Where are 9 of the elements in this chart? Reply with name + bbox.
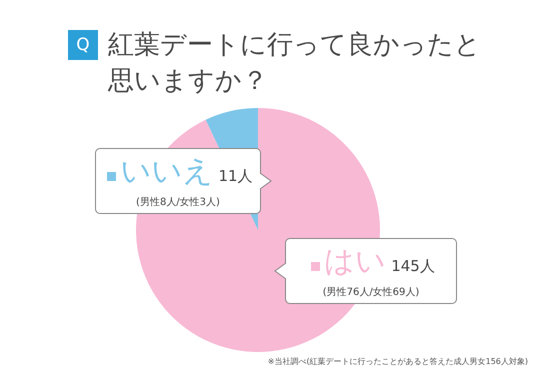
data-label: 11人 bbox=[218, 167, 253, 185]
legend-label: はい bbox=[324, 244, 386, 279]
text: (男性76人/女性69人) bbox=[322, 286, 420, 299]
text: ※当社調べ(紅葉デートに行ったことがあると答えた成人男女156人対象) bbox=[268, 356, 528, 367]
text: Q bbox=[68, 30, 98, 60]
data-label: 145人 bbox=[391, 257, 435, 275]
legend-label: いいえ bbox=[120, 154, 214, 189]
text: (男性8人/女性3人) bbox=[135, 196, 221, 209]
chart-title: 紅葉デートに行って良かったと思いますか？ bbox=[108, 29, 482, 98]
